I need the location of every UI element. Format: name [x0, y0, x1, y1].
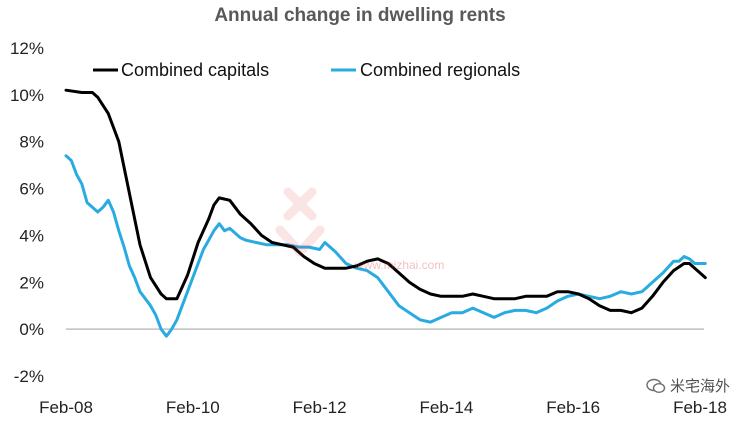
y-tick-label: 12% [10, 39, 44, 58]
x-tick-label: Feb-14 [419, 398, 473, 417]
axes: -2% 0% 2% 4% 6% 8% 10% 12% Feb-08 Feb-10 Feb-12 Feb… [10, 39, 727, 417]
y-tick-label: 8% [19, 133, 44, 152]
legend: Combined capitals Combined regionals [93, 60, 520, 80]
x-tick-label: Feb-08 [39, 398, 93, 417]
x-tick-label: Feb-16 [546, 398, 600, 417]
legend-label-capitals: Combined capitals [121, 60, 269, 80]
x-tick-label: Feb-10 [166, 398, 220, 417]
watermark-url: www.mizhai.com [355, 258, 445, 272]
x-tick-label: Feb-18 [673, 398, 727, 417]
series-line-capitals [64, 88, 707, 315]
y-tick-label: 0% [19, 320, 44, 339]
y-tick-label: -2% [14, 367, 44, 386]
y-tick-label: 4% [19, 226, 44, 245]
brand-tag: 米宅海外 [646, 375, 730, 396]
y-tick-label: 2% [19, 273, 44, 292]
brand-label: 米宅海外 [669, 377, 730, 395]
y-tick-label: 6% [19, 180, 44, 199]
watermark-logo [270, 172, 500, 267]
wechat-icon [646, 378, 666, 393]
chart-title: Annual change in dwelling rents [214, 5, 505, 26]
y-tick-label: 10% [10, 86, 44, 105]
series-lines [64, 88, 707, 338]
x-tick-label: Feb-12 [293, 398, 347, 417]
legend-label-regionals: Combined regionals [360, 60, 520, 80]
